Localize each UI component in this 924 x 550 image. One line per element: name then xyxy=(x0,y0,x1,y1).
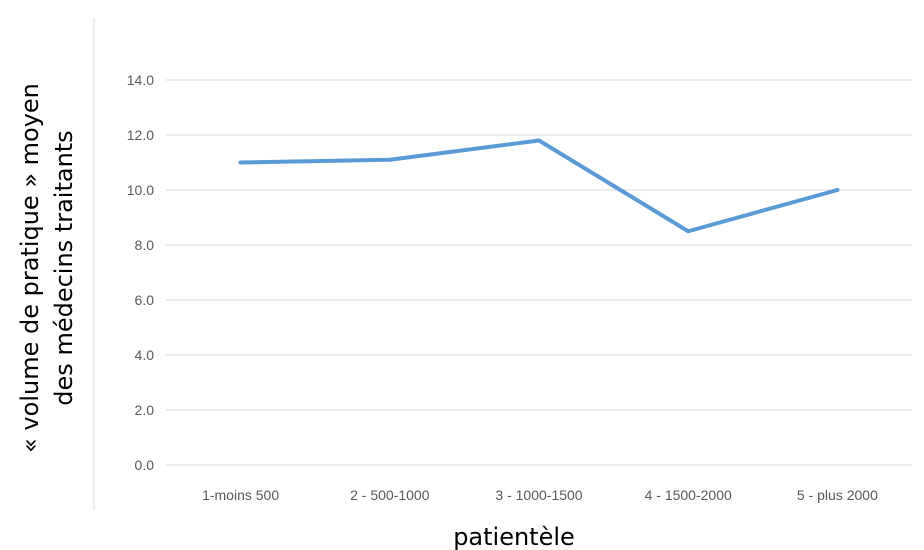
gridlines xyxy=(166,79,912,466)
data-point-3 xyxy=(686,229,691,234)
x-axis-title: patientèle xyxy=(453,523,575,550)
data-point-0 xyxy=(238,160,243,165)
x-tick-label-1: 2 - 500-1000 xyxy=(350,487,430,503)
y-tick-label-4: 8.0 xyxy=(135,237,155,253)
y-tick-label-7: 14.0 xyxy=(127,72,154,88)
data-point-2 xyxy=(537,138,541,143)
y-axis-title-line-2: des médecins traitants xyxy=(50,130,78,405)
y-tick-label-2: 4.0 xyxy=(135,347,155,363)
y-tick-label-6: 12.0 xyxy=(127,127,154,143)
y-axis-ticks: 0.0 2.0 4.0 6.0 8.0 10.0 12.0 14.0 xyxy=(127,72,154,473)
series-group xyxy=(238,138,840,234)
x-axis-ticks: 1-moins 500 2 - 500-1000 3 - 1000-1500 4 - … xyxy=(202,487,878,503)
data-point-4 xyxy=(835,188,840,192)
y-axis-title-line-1: « volume de pratique » moyen xyxy=(16,83,44,453)
y-tick-label-5: 10.0 xyxy=(127,182,154,198)
y-tick-label-1: 2.0 xyxy=(135,402,155,418)
x-tick-label-3: 4 - 1500-2000 xyxy=(645,487,732,503)
x-tick-label-4: 5 - plus 2000 xyxy=(797,487,878,503)
y-tick-label-3: 6.0 xyxy=(135,292,155,308)
data-point-1 xyxy=(387,157,392,162)
y-tick-label-0: 0.0 xyxy=(135,457,155,473)
x-tick-label-2: 3 - 1000-1500 xyxy=(495,487,582,503)
x-tick-label-0: 1-moins 500 xyxy=(202,487,279,503)
series-line-0 xyxy=(238,138,840,234)
